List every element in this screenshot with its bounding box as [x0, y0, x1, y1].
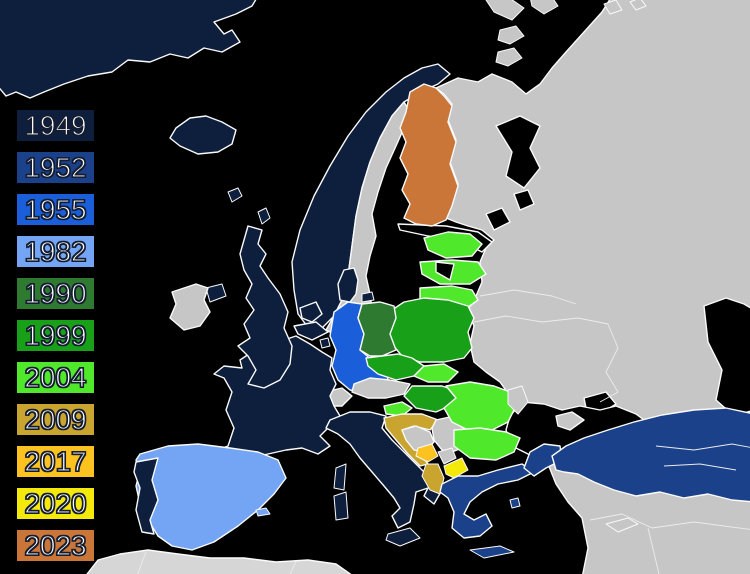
country-sicily — [385, 527, 421, 547]
country-iceland — [169, 115, 237, 155]
country-crete — [469, 545, 515, 559]
gulf-of-riga — [435, 261, 455, 281]
border-caucasus-north — [655, 443, 750, 451]
country-moldova — [507, 385, 529, 415]
country-finland — [399, 83, 459, 227]
legend-year-label: 2020 — [24, 487, 88, 519]
country-luxembourg — [319, 337, 331, 349]
country-sardinia — [333, 491, 349, 521]
lake-ladoga — [485, 207, 511, 231]
legend-year-label: 1952 — [24, 151, 88, 183]
country-spain — [135, 443, 287, 551]
legend-item-1982: 1982 — [17, 235, 94, 268]
country-slovakia — [413, 363, 459, 383]
country-belgium — [293, 321, 329, 341]
country-svalbard — [485, 0, 525, 21]
country-franz-josef — [603, 0, 623, 15]
country-bulgaria — [453, 427, 521, 461]
border-russia-ukraine — [599, 323, 619, 403]
legend-item-2020: 2020 — [17, 487, 94, 520]
legend-year-label: 2023 — [24, 529, 88, 561]
country-balearic-islands — [255, 507, 271, 517]
country-svalbard-2 — [530, 0, 559, 15]
country-estonia — [423, 231, 483, 259]
legend-year-label: 1990 — [24, 277, 88, 309]
legend-year-label: 2009 — [24, 403, 88, 435]
white-sea — [495, 115, 541, 189]
faroe-islands — [227, 187, 243, 203]
country-north-macedonia — [443, 457, 469, 479]
country-slovenia — [383, 401, 413, 417]
country-montenegro — [415, 443, 439, 463]
country-cyprus — [605, 517, 639, 533]
country-corsica — [333, 463, 347, 491]
legend-item-1999: 1999 — [17, 319, 94, 352]
legend-year-label: 2017 — [24, 445, 88, 477]
country-denmark — [337, 267, 359, 303]
legend-year-label: 2004 — [24, 361, 88, 393]
shetland-islands — [257, 207, 271, 225]
country-bear-island — [495, 47, 523, 67]
country-greece — [439, 463, 535, 539]
country-ireland — [169, 283, 211, 331]
legend-year-label: 1999 — [24, 319, 88, 351]
lake-onega — [513, 189, 535, 211]
country-romania — [443, 381, 517, 431]
country-albania — [421, 463, 445, 495]
legend-item-2023: 2023 — [17, 529, 94, 562]
country-greek-islands — [509, 497, 521, 509]
border-belarus-north — [479, 289, 577, 305]
legend-year-label: 1955 — [24, 193, 88, 225]
legend-item-1990: 1990 — [17, 277, 94, 310]
legend-item-2017: 2017 — [17, 445, 94, 478]
country-france — [211, 335, 341, 459]
country-austria — [351, 377, 411, 399]
border-belarus-ukraine — [473, 315, 609, 325]
country-united-kingdom — [237, 225, 293, 389]
country-netherlands — [299, 301, 323, 323]
north-africa — [86, 549, 352, 574]
country-northern-ireland — [205, 283, 227, 303]
country-greenland — [0, 0, 257, 99]
border-syria-iraq — [589, 513, 750, 530]
border-mideast — [647, 527, 660, 574]
country-kosovo — [437, 447, 457, 465]
legend-item-2009: 2009 — [17, 403, 94, 436]
country-franz-josef-2 — [629, 0, 647, 11]
legend-item-2004: 2004 — [17, 361, 94, 394]
legend-item-1949: 1949 — [17, 109, 94, 142]
country-crimea — [555, 411, 585, 431]
country-denmark-islands — [361, 291, 375, 303]
country-italy — [325, 411, 443, 529]
country-svalbard-3 — [497, 25, 525, 45]
legend-year-label: 1949 — [24, 109, 88, 141]
country-turkey — [551, 407, 750, 503]
legend-year-label: 1982 — [24, 235, 88, 267]
country-portugal — [133, 457, 159, 535]
country-poland — [387, 297, 475, 363]
legend: 1949 1952 1955 1982 1990 1999 2004 2009 … — [17, 109, 94, 572]
border-caucasus-south — [663, 463, 737, 471]
border-algeria-tunisia — [289, 561, 297, 574]
legend-item-1952: 1952 — [17, 151, 94, 184]
country-germany-east — [357, 301, 397, 357]
legend-item-1955: 1955 — [17, 193, 94, 226]
